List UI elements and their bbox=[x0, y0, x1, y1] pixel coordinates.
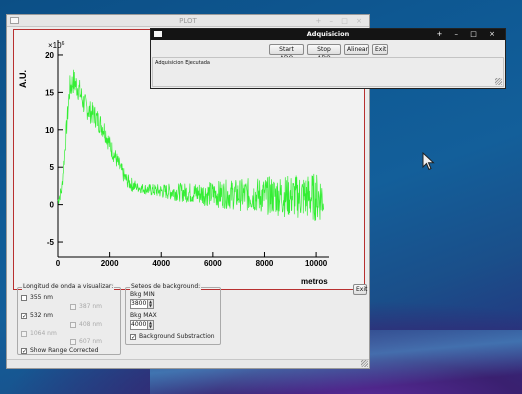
log-line: Adquisicion Ejecutada bbox=[155, 60, 210, 66]
x-tick-label: 10000 bbox=[305, 259, 328, 268]
y-tick-label: 15 bbox=[45, 88, 54, 97]
y-tick-label: 20 bbox=[45, 51, 54, 60]
checkbox-box[interactable] bbox=[21, 294, 27, 301]
series-line bbox=[57, 69, 324, 221]
checkbox-box bbox=[70, 338, 76, 345]
checkbox-background-substraction[interactable]: ✓ Background Substraction bbox=[130, 333, 215, 341]
line-chart: 0 2000 4000 6000 8000 10000 20 15 10 5 0 -5 A.U. ×1… bbox=[18, 40, 329, 286]
checkbox-532nm[interactable]: ✓ 532 nm bbox=[21, 312, 54, 320]
bkg-max-label: Bkg MAX bbox=[130, 312, 157, 319]
window-controls[interactable]: + – □ × bbox=[315, 17, 365, 25]
adquisicion-window-title: Adquisicion bbox=[306, 30, 350, 38]
x-tick-label: 2000 bbox=[101, 259, 119, 268]
wavelength-group: Longitud de onda a visualizar: 355 nm 38… bbox=[17, 283, 121, 355]
mouse-cursor-icon bbox=[422, 152, 435, 171]
window-menu-icon[interactable] bbox=[154, 31, 162, 37]
plot-window-title: PLOT bbox=[179, 17, 197, 25]
plot-window: PLOT + – □ × 0 2000 4000 6000 8000 10000 20 15 1… bbox=[6, 14, 370, 369]
spin-down-icon[interactable]: ▼ bbox=[148, 324, 153, 329]
bkg-min-spinbox[interactable]: 3800 ▲ ▼ bbox=[130, 299, 154, 309]
background-group: Seteos de background: Bkg MIN 3800 ▲ ▼ Bk… bbox=[125, 283, 221, 345]
start-adq-button[interactable]: Start ADQ bbox=[269, 44, 304, 62]
controls-panel: Longitud de onda a visualizar: 355 nm 38… bbox=[13, 281, 367, 361]
adquisicion-log[interactable]: Adquisicion Ejecutada bbox=[152, 57, 504, 87]
adquisicion-window: Adquisicion + – □ × Start ADQ Stop ADQ A… bbox=[150, 28, 506, 89]
y-axis-label: A.U. bbox=[18, 70, 28, 88]
x-tick-label: 0 bbox=[56, 259, 61, 268]
stop-adq-button[interactable]: Stop ADQ bbox=[307, 44, 341, 62]
wavelength-group-title: Longitud de onda a visualizar: bbox=[22, 283, 115, 290]
window-controls[interactable]: + – □ × bbox=[436, 30, 500, 38]
spin-arrows[interactable]: ▲ ▼ bbox=[148, 299, 154, 309]
plot-titlebar[interactable]: PLOT + – □ × bbox=[7, 15, 369, 27]
checkbox-show-range-corrected[interactable]: ✓ Show Range Corrected bbox=[21, 347, 99, 355]
checkbox-387nm: 387 nm bbox=[70, 303, 102, 310]
y-tick-label: -5 bbox=[47, 238, 55, 247]
adq-exit-button[interactable]: Exit bbox=[372, 44, 388, 55]
checkbox-box[interactable]: ✓ bbox=[21, 312, 28, 320]
x-tick-label: 6000 bbox=[204, 259, 222, 268]
x-tick-label: 8000 bbox=[256, 259, 274, 268]
status-bar bbox=[7, 359, 369, 368]
bkg-max-input[interactable]: 4000 bbox=[130, 320, 148, 330]
checkbox-408nm: 408 nm bbox=[70, 321, 102, 328]
bkg-min-input[interactable]: 3800 bbox=[130, 299, 148, 309]
bkg-max-spinbox[interactable]: 4000 ▲ ▼ bbox=[130, 320, 154, 330]
adquisicion-titlebar[interactable]: Adquisicion + – □ × bbox=[151, 29, 505, 40]
checkbox-1064nm: 1064 nm bbox=[21, 330, 57, 337]
checkbox-box bbox=[70, 321, 76, 328]
y-tick-label: 5 bbox=[50, 163, 55, 172]
spin-arrows[interactable]: ▲ ▼ bbox=[148, 320, 154, 330]
x-tick-label: 4000 bbox=[152, 259, 170, 268]
bkg-min-label: Bkg MIN bbox=[130, 291, 155, 298]
resize-grip-icon[interactable] bbox=[361, 360, 368, 367]
alinear-button[interactable]: Alinear bbox=[344, 44, 369, 55]
background-group-title: Seteos de background: bbox=[130, 283, 202, 290]
spin-up-icon[interactable]: ▲ bbox=[148, 299, 153, 304]
y-tick-label: 0 bbox=[50, 201, 55, 210]
checkbox-355nm[interactable]: 355 nm bbox=[21, 294, 53, 301]
window-menu-icon[interactable] bbox=[10, 17, 19, 24]
x-axis-label: metros bbox=[301, 277, 328, 286]
spin-up-icon[interactable]: ▲ bbox=[148, 320, 153, 325]
checkbox-607nm: 607 nm bbox=[70, 338, 102, 345]
plot-exit-button[interactable]: Exit bbox=[353, 284, 367, 295]
y-multiplier: ×106 bbox=[48, 41, 65, 50]
checkbox-box bbox=[70, 303, 76, 310]
y-tick-label: 10 bbox=[45, 126, 54, 135]
checkbox-box bbox=[21, 330, 27, 337]
resize-grip-icon[interactable] bbox=[495, 78, 502, 85]
spin-down-icon[interactable]: ▼ bbox=[148, 303, 153, 308]
checkbox-box[interactable]: ✓ bbox=[130, 333, 137, 341]
checkbox-box[interactable]: ✓ bbox=[21, 347, 28, 355]
